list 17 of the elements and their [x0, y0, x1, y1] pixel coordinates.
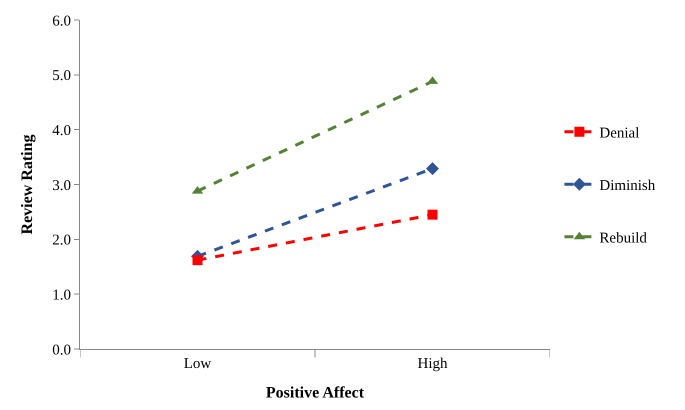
point: [192, 255, 202, 266]
x-tick-label: High: [418, 356, 448, 372]
y-tick-label: 5.0: [52, 68, 71, 84]
x-tick-label: Low: [184, 356, 212, 372]
point: [426, 162, 439, 176]
legend-label: Diminish: [599, 178, 656, 194]
point: [428, 210, 438, 220]
y-tick-label: 4.0: [52, 122, 71, 139]
legend-label: Rebuild: [599, 230, 648, 247]
x-axis-title: Positive Affect: [266, 384, 365, 402]
y-tick-label: 3.0: [52, 178, 71, 194]
legend-label: Denial: [599, 126, 640, 142]
y-tick-label: 6.0: [52, 13, 71, 30]
y-axis-title: Review Rating: [19, 134, 36, 234]
y-tick-label: 1.0: [52, 287, 71, 304]
y-tick-label: 0.0: [52, 342, 71, 358]
y-tick-label: 2.0: [52, 232, 71, 249]
